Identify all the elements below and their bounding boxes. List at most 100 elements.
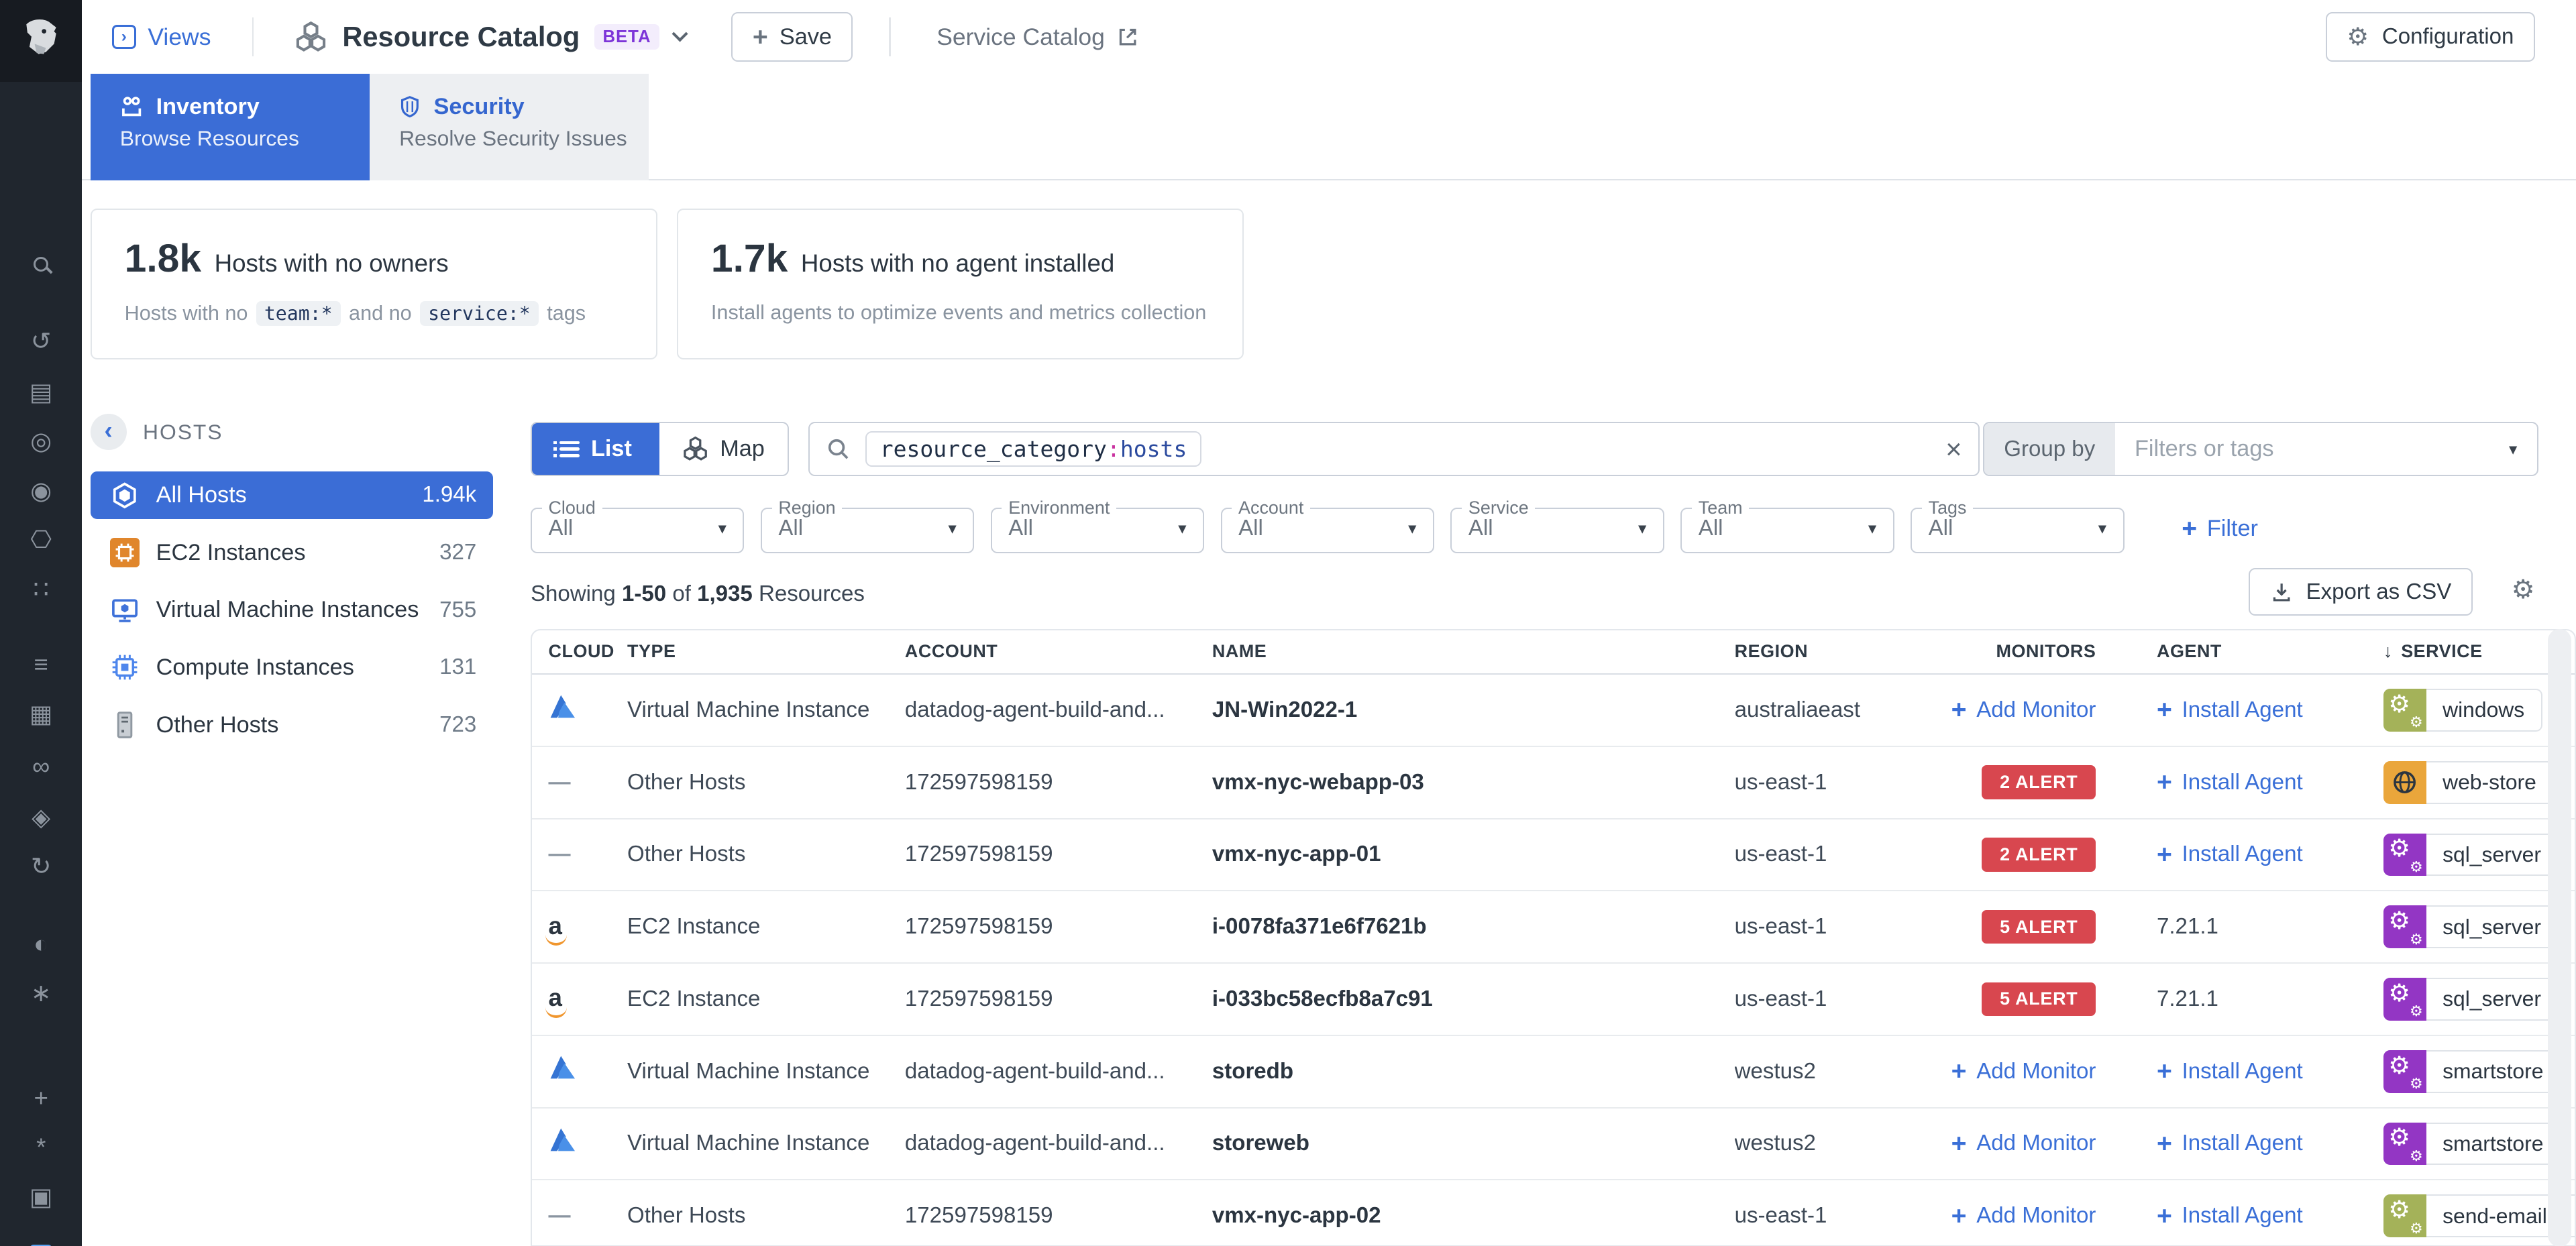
datadog-logo[interactable] <box>0 0 83 82</box>
search-token[interactable]: resource_category : hosts <box>865 431 1201 467</box>
ci-icon[interactable]: ▦ <box>29 699 53 728</box>
search-bar[interactable]: resource_category : hosts × <box>808 422 1980 477</box>
alert-badge[interactable]: 5 ALERT <box>1982 982 2096 1017</box>
card-hosts-no-agent[interactable]: 1.7k Hosts with no agent installed Insta… <box>676 209 1244 360</box>
tab-security[interactable]: Security Resolve Security Issues <box>369 74 649 181</box>
table-row[interactable]: Virtual Machine Instance datadog-agent-bu… <box>532 1108 2575 1181</box>
rum-icon[interactable]: ◐ <box>34 929 49 958</box>
service-chip[interactable]: ⚙ ⚙ windows <box>2383 689 2542 732</box>
resource-catalog-active-icon[interactable] <box>25 1237 58 1246</box>
col-service[interactable]: ↓ SERVICE <box>2383 641 2483 662</box>
install-agent-link[interactable]: + Install Agent <box>2157 768 2303 797</box>
more-icon[interactable]: ▣ <box>29 1182 53 1210</box>
history-icon[interactable]: ↺ <box>30 327 52 355</box>
cell-name[interactable]: storedb <box>1212 1058 1294 1084</box>
alert-badge[interactable]: 2 ALERT <box>1982 838 2096 872</box>
group-by-placeholder: Filters or tags <box>2134 436 2274 462</box>
install-agent-link[interactable]: + Install Agent <box>2157 695 2303 725</box>
service-chip[interactable]: ⚙ ⚙ sql_server <box>2383 978 2559 1021</box>
table-row[interactable]: Virtual Machine Instance datadog-agent-bu… <box>532 1035 2575 1109</box>
table-row[interactable]: a EC2 Instance 172597598159 i-033bc58ecfb8a… <box>532 964 2575 1036</box>
table-settings-gear-icon[interactable]: ⚙ <box>2511 575 2535 604</box>
table-scrollbar[interactable] <box>2548 628 2571 1246</box>
add-monitor-link[interactable]: + Add Monitor <box>1951 1129 2096 1158</box>
install-agent-link[interactable]: + Install Agent <box>2157 1201 2303 1231</box>
map-view-button[interactable]: Map <box>659 423 787 475</box>
filter-environment[interactable]: Environment All ▾ <box>990 499 1205 554</box>
configuration-button[interactable]: ⚙ Configuration <box>2325 12 2535 62</box>
filter-tags[interactable]: Tags All ▾ <box>1911 499 2125 554</box>
service-chip[interactable]: ⚙ ⚙ send-email-m <box>2383 1194 2575 1237</box>
list-view-button[interactable]: List <box>532 423 660 475</box>
table-row[interactable]: a EC2 Instance 172597598159 i-0078fa371e6f7… <box>532 891 2575 964</box>
host-type-item-virtual-machine-instances[interactable]: Virtual Machine Instances 755 <box>91 586 493 634</box>
add-filter-button[interactable]: + Filter <box>2182 516 2258 542</box>
col-region[interactable]: REGION <box>1734 641 1809 662</box>
col-monitors[interactable]: MONITORS <box>1996 641 2096 662</box>
logs-icon[interactable]: ≡ <box>34 650 48 679</box>
install-agent-link[interactable]: + Install Agent <box>2157 840 2303 869</box>
install-agent-link[interactable]: + Install Agent <box>2157 1057 2303 1086</box>
service-chip[interactable]: ⚙ ⚙ sql_server <box>2383 905 2559 948</box>
col-type[interactable]: TYPE <box>627 641 676 662</box>
add-monitor-link[interactable]: + Add Monitor <box>1951 1057 2096 1086</box>
col-agent[interactable]: AGENT <box>2157 641 2222 662</box>
card-hosts-no-owners[interactable]: 1.8k Hosts with no owners Hosts with no … <box>90 209 657 360</box>
views-button[interactable]: › Views <box>111 23 211 51</box>
host-type-item-all-hosts[interactable]: All Hosts 1.94k <box>90 471 493 519</box>
apm-icon[interactable]: ∞ <box>32 752 50 781</box>
host-type-item-compute-instances[interactable]: Compute Instances 131 <box>91 644 493 691</box>
watchdog-icon[interactable]: ◉ <box>30 476 52 504</box>
table-row[interactable]: Virtual Machine Instance datadog-agent-bu… <box>532 675 2575 747</box>
cell-name[interactable]: i-033bc58ecfb8a7c91 <box>1212 986 1433 1011</box>
host-type-item-ec2-instances[interactable]: EC2 Instances 327 <box>91 529 493 577</box>
export-csv-button[interactable]: Export as CSV <box>2249 568 2473 616</box>
service-chip[interactable]: ⚙ ⚙ sql_server <box>2383 833 2559 876</box>
infrastructure-icon[interactable]: ⎔ <box>30 526 52 554</box>
filter-account[interactable]: Account All ▾ <box>1220 499 1434 554</box>
table-row[interactable]: — Other Hosts 172597598159 vmx-nyc-app-02 us… <box>532 1180 2575 1245</box>
col-cloud[interactable]: CLOUD <box>548 641 614 662</box>
add-monitor-link[interactable]: + Add Monitor <box>1951 1201 2096 1231</box>
save-button[interactable]: + Save <box>731 12 853 62</box>
clear-search-icon[interactable]: × <box>1945 433 1962 465</box>
tab-inventory[interactable]: Inventory Browse Resources <box>90 74 370 181</box>
col-name[interactable]: NAME <box>1212 641 1267 662</box>
service-icon: ⚙ ⚙ <box>2383 1122 2426 1166</box>
metrics-icon[interactable]: ▤ <box>29 378 53 406</box>
filter-team[interactable]: Team All ▾ <box>1680 499 1894 554</box>
security-icon[interactable]: ◈ <box>32 803 51 832</box>
group-by-control[interactable]: Group by Filters or tags ▾ <box>1982 422 2538 477</box>
integrations-icon[interactable]: + <box>34 1084 48 1112</box>
usm-icon[interactable]: ∷ <box>33 575 49 603</box>
search-icon[interactable] <box>25 248 58 281</box>
copilot-icon[interactable]: * <box>36 1133 46 1162</box>
filter-cloud[interactable]: Cloud All ▾ <box>531 499 745 554</box>
cell-name[interactable]: JN-Win2022-1 <box>1212 697 1358 722</box>
service-chip[interactable]: ⚙ ⚙ smartstore <box>2383 1122 2561 1166</box>
cell-name[interactable]: storeweb <box>1212 1131 1309 1156</box>
cell-name[interactable]: vmx-nyc-app-02 <box>1212 1203 1381 1229</box>
host-type-item-other-hosts[interactable]: Other Hosts 723 <box>91 701 493 749</box>
service-chip[interactable]: web-store <box>2383 760 2555 804</box>
service-chip[interactable]: ⚙ ⚙ smartstore <box>2383 1050 2561 1093</box>
alert-badge[interactable]: 2 ALERT <box>1982 765 2096 799</box>
filter-service[interactable]: Service All ▾ <box>1450 499 1664 554</box>
install-agent-link[interactable]: + Install Agent <box>2157 1129 2303 1158</box>
synthetics-icon[interactable]: ↻ <box>30 852 52 881</box>
cell-name[interactable]: vmx-nyc-webapp-03 <box>1212 769 1424 795</box>
cell-name[interactable]: vmx-nyc-app-01 <box>1212 842 1381 867</box>
col-account[interactable]: ACCOUNT <box>904 641 998 662</box>
ai-icon[interactable]: ∗ <box>30 979 52 1007</box>
title-chevron-down-icon[interactable] <box>672 25 688 42</box>
filter-region[interactable]: Region All ▾ <box>760 499 975 554</box>
table-row[interactable]: — Other Hosts 172597598159 vmx-nyc-webapp-0… <box>532 746 2575 819</box>
alert-badge[interactable]: 5 ALERT <box>1982 909 2096 944</box>
add-monitor-link[interactable]: + Add Monitor <box>1951 695 2096 725</box>
hosts-back-button[interactable]: ‹ HOSTS <box>90 414 493 451</box>
cell-name[interactable]: i-0078fa371e6f7621b <box>1212 914 1427 940</box>
service-catalog-link[interactable]: Service Catalog <box>936 23 1139 51</box>
monitors-icon[interactable]: ◎ <box>30 427 52 455</box>
table-row[interactable]: — Other Hosts 172597598159 vmx-nyc-app-01 us… <box>532 819 2575 892</box>
group-by-input[interactable]: Filters or tags ▾ <box>2115 423 2537 475</box>
